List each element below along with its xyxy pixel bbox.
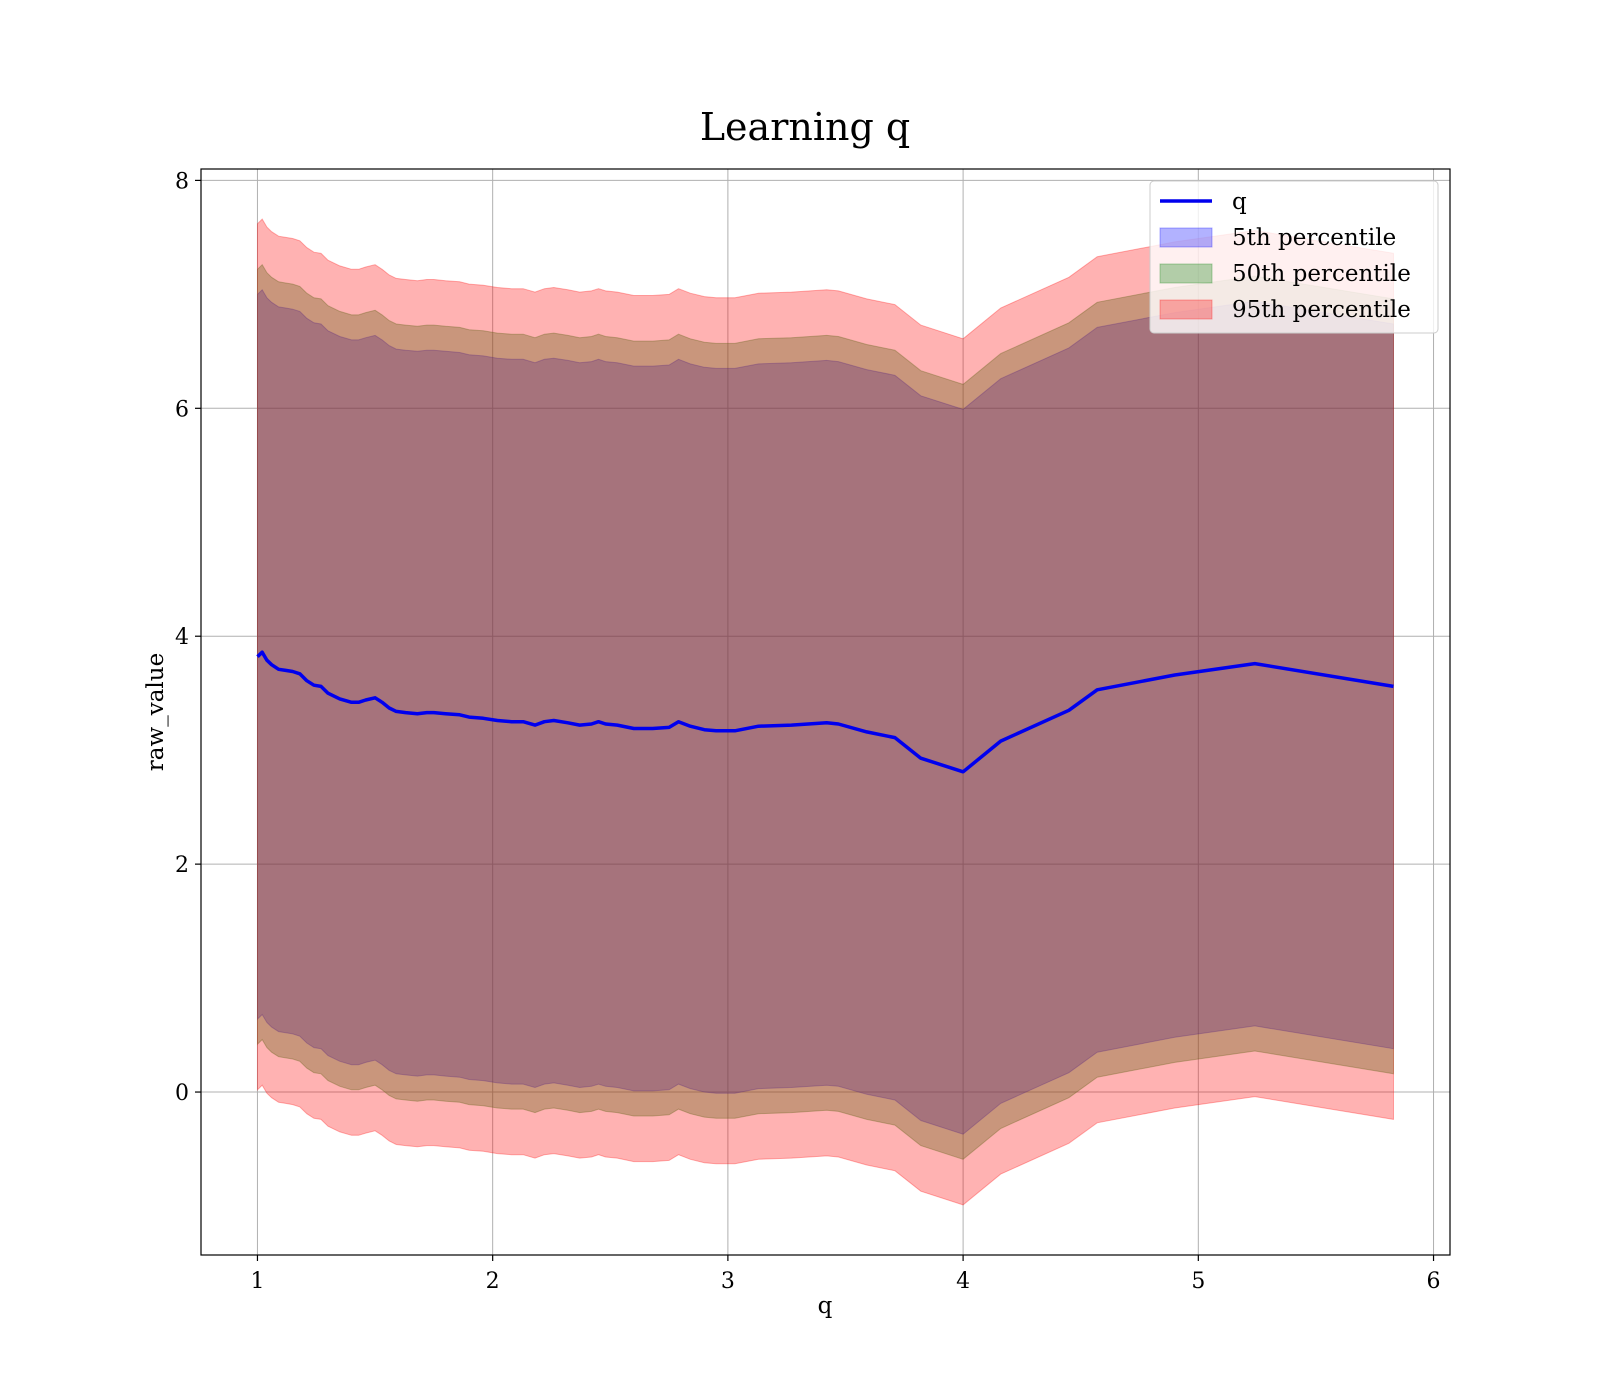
x-axis-label: q xyxy=(818,1293,833,1319)
percentile-bands xyxy=(257,218,1394,1206)
y-tick-label: 8 xyxy=(175,169,189,194)
y-tick-label: 6 xyxy=(175,397,189,422)
plot-frame xyxy=(200,168,1451,1256)
grid xyxy=(201,169,1450,1255)
x-tick-label: 3 xyxy=(721,1269,735,1294)
band-5th-percentile xyxy=(257,288,1394,1135)
band-95th-percentile xyxy=(257,218,1394,1206)
legend-swatch-95th-percentile xyxy=(1159,299,1213,320)
legend-label-5th-percentile: 5th percentile xyxy=(1232,225,1396,251)
series-line-layer xyxy=(256,650,1394,774)
x-tick-label: 4 xyxy=(956,1269,970,1294)
axis-ticks: 1 2 3 4 5 6 0 2 4 6 8 xyxy=(175,169,1441,1294)
legend-label-q: q xyxy=(1232,189,1247,215)
x-tick-label: 2 xyxy=(486,1269,500,1294)
legend-swatch-5th-percentile xyxy=(1159,227,1213,248)
chart-title: Learning q xyxy=(700,105,910,149)
x-tick-label: 1 xyxy=(250,1269,264,1294)
legend-swatch-50th-percentile xyxy=(1159,263,1213,284)
x-tick-label: 6 xyxy=(1427,1269,1441,1294)
legend-box xyxy=(1149,180,1439,334)
y-tick-label: 2 xyxy=(175,853,189,878)
y-tick-label: 0 xyxy=(175,1081,189,1106)
legend: q 5th percentile 50th percentile 95th pe… xyxy=(1149,180,1439,334)
legend-label-95th-percentile: 95th percentile xyxy=(1232,297,1411,323)
series-line-q xyxy=(256,650,1394,774)
band-50th-percentile xyxy=(257,263,1394,1160)
x-tick-label: 5 xyxy=(1191,1269,1205,1294)
legend-label-50th-percentile: 50th percentile xyxy=(1232,261,1411,287)
y-tick-label: 4 xyxy=(175,625,189,650)
y-axis-label: raw_value xyxy=(143,653,169,771)
